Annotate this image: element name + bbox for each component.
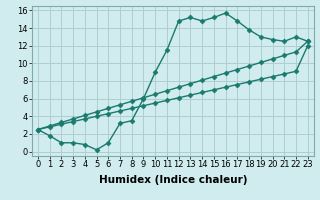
X-axis label: Humidex (Indice chaleur): Humidex (Indice chaleur)	[99, 175, 247, 185]
